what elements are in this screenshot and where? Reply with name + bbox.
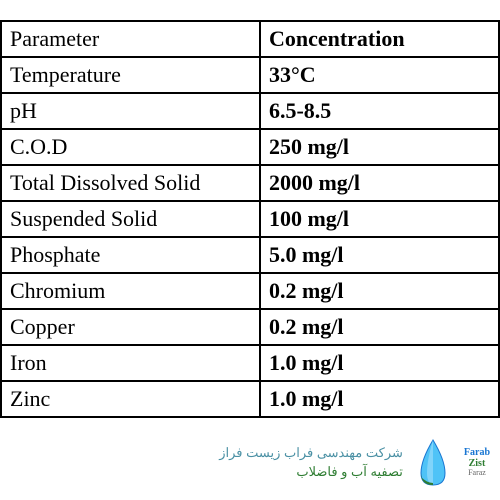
value-cell: 6.5-8.5 xyxy=(260,93,499,129)
param-cell: Zinc xyxy=(1,381,260,417)
brand-line3: Faraz xyxy=(464,469,490,478)
value-cell: 2000 mg/l xyxy=(260,165,499,201)
parameters-table-container: Parameter Concentration Temperature 33°C… xyxy=(0,0,500,418)
param-cell: Total Dissolved Solid xyxy=(1,165,260,201)
table-row: Chromium 0.2 mg/l xyxy=(1,273,499,309)
footer: شرکت مهندسی فراب زیست فراز تصفیه آب و فا… xyxy=(219,435,490,490)
param-cell: Copper xyxy=(1,309,260,345)
table-row: pH 6.5-8.5 xyxy=(1,93,499,129)
parameters-table: Parameter Concentration Temperature 33°C… xyxy=(0,20,500,418)
value-cell: 1.0 mg/l xyxy=(260,345,499,381)
param-cell: Iron xyxy=(1,345,260,381)
table-row: Zinc 1.0 mg/l xyxy=(1,381,499,417)
table-row: C.O.D 250 mg/l xyxy=(1,129,499,165)
brand-text: Farab Zist Faraz xyxy=(464,447,490,478)
table-row: Iron 1.0 mg/l xyxy=(1,345,499,381)
footer-text: شرکت مهندسی فراب زیست فراز تصفیه آب و فا… xyxy=(219,445,403,480)
value-cell: 250 mg/l xyxy=(260,129,499,165)
table-row: Phosphate 5.0 mg/l xyxy=(1,237,499,273)
company-logo xyxy=(411,435,456,490)
table-row: Total Dissolved Solid 2000 mg/l xyxy=(1,165,499,201)
value-cell: 33°C xyxy=(260,57,499,93)
param-cell: Temperature xyxy=(1,57,260,93)
value-cell: 1.0 mg/l xyxy=(260,381,499,417)
brand-line1: Farab xyxy=(464,447,490,458)
param-cell: Suspended Solid xyxy=(1,201,260,237)
table-row: Suspended Solid 100 mg/l xyxy=(1,201,499,237)
header-parameter: Parameter xyxy=(1,21,260,57)
water-drop-icon xyxy=(411,435,456,490)
value-cell: 100 mg/l xyxy=(260,201,499,237)
param-cell: Chromium xyxy=(1,273,260,309)
param-cell: C.O.D xyxy=(1,129,260,165)
value-cell: 5.0 mg/l xyxy=(260,237,499,273)
table-header-row: Parameter Concentration xyxy=(1,21,499,57)
param-cell: Phosphate xyxy=(1,237,260,273)
header-concentration: Concentration xyxy=(260,21,499,57)
company-tagline: تصفیه آب و فاضلاب xyxy=(219,464,403,480)
param-cell: pH xyxy=(1,93,260,129)
table-row: Copper 0.2 mg/l xyxy=(1,309,499,345)
value-cell: 0.2 mg/l xyxy=(260,309,499,345)
value-cell: 0.2 mg/l xyxy=(260,273,499,309)
table-row: Temperature 33°C xyxy=(1,57,499,93)
company-name: شرکت مهندسی فراب زیست فراز xyxy=(219,445,403,461)
